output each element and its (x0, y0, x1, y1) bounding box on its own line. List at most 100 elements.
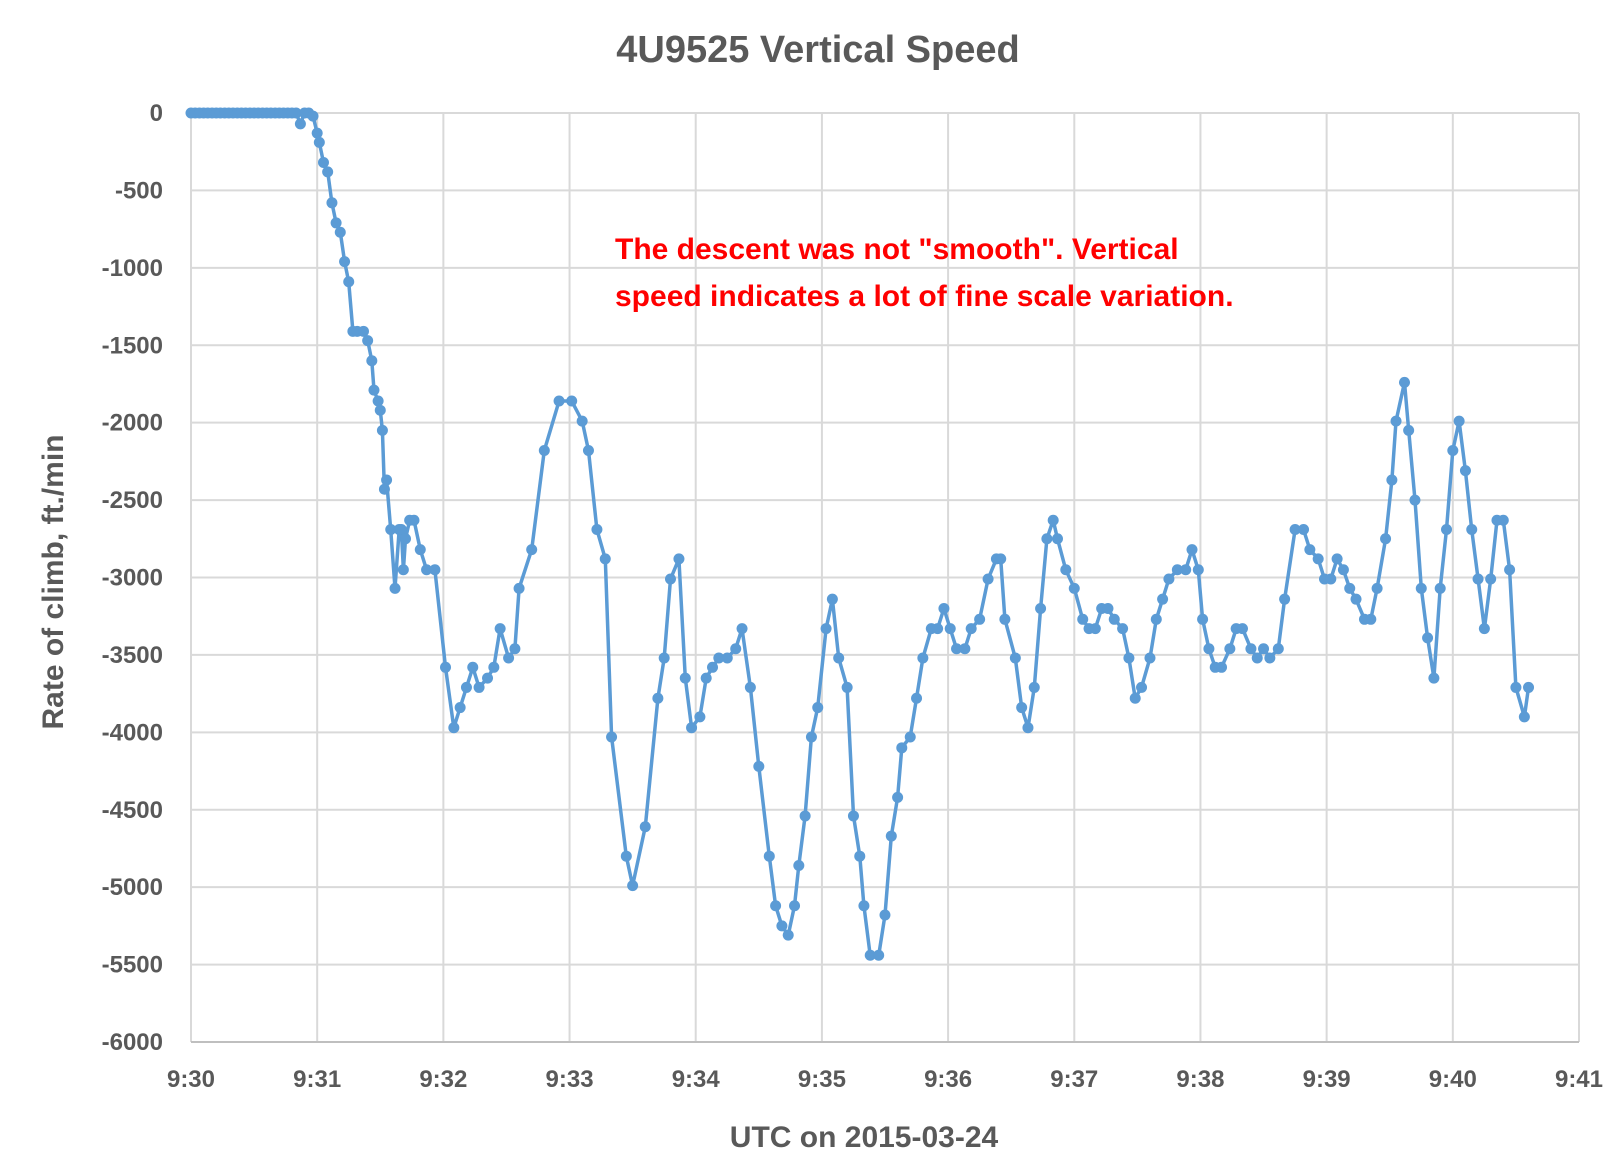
data-point (713, 652, 725, 664)
data-point (1350, 593, 1362, 605)
data-point (582, 445, 594, 457)
data-point (1398, 376, 1410, 388)
data-point (1258, 643, 1270, 655)
data-point (1447, 445, 1459, 457)
data-point (1129, 692, 1141, 704)
data-point (1415, 582, 1427, 594)
data-point (1251, 652, 1263, 664)
data-point (841, 681, 853, 693)
data-point (1289, 524, 1301, 536)
data-point (322, 166, 334, 178)
data-point (639, 821, 651, 833)
data-point (1051, 533, 1063, 545)
data-point (1236, 623, 1248, 635)
data-point (1518, 711, 1530, 723)
data-series (185, 107, 1535, 961)
tick-labels: 0 -500 -1000 -1500 -2000 -2500 -3000 -3500 -4000… (102, 100, 1603, 1093)
data-point (1325, 573, 1337, 585)
data-point (1380, 533, 1392, 545)
data-point (1216, 661, 1228, 673)
data-point (1117, 623, 1129, 635)
data-point (721, 652, 733, 664)
data-point (494, 623, 506, 635)
data-point (1422, 632, 1434, 644)
data-point (858, 900, 870, 912)
data-point (330, 217, 342, 229)
x-tick-label: 9:32 (419, 1066, 467, 1093)
data-point (892, 791, 904, 803)
data-point (995, 553, 1007, 565)
data-point (526, 544, 538, 556)
data-point (1298, 524, 1310, 536)
data-point (538, 445, 550, 457)
data-point (1428, 672, 1440, 684)
data-point (378, 483, 390, 495)
data-point (820, 623, 832, 635)
data-point (326, 197, 338, 209)
data-point (782, 929, 794, 941)
y-tick-label: -4000 (102, 719, 163, 746)
data-point (1089, 623, 1101, 635)
data-point (317, 157, 329, 169)
data-point (1102, 602, 1114, 614)
data-point (1192, 564, 1204, 576)
data-point (833, 652, 845, 664)
data-point (652, 692, 664, 704)
annotation-line-2: speed indicates a lot of fine scale vari… (615, 280, 1234, 313)
data-point (1304, 544, 1316, 556)
data-point (847, 810, 859, 822)
data-point (1390, 415, 1402, 427)
x-tick-label: 9:38 (1176, 1066, 1224, 1093)
annotation-line-1: The descent was not "smooth". Vertical (615, 233, 1179, 266)
data-point (1041, 533, 1053, 545)
data-point (911, 692, 923, 704)
data-point (429, 564, 441, 576)
data-point (1144, 652, 1156, 664)
data-point (885, 830, 897, 842)
data-point (1163, 573, 1175, 585)
data-point (414, 544, 426, 556)
data-point (1157, 593, 1169, 605)
data-point (553, 395, 565, 407)
data-point (440, 661, 452, 673)
x-tick-label: 9:34 (672, 1066, 721, 1093)
data-point (1077, 613, 1089, 625)
data-point (974, 613, 986, 625)
data-point (482, 672, 494, 684)
data-point (1441, 524, 1453, 536)
data-point (965, 623, 977, 635)
data-point (1009, 652, 1021, 664)
data-point (686, 722, 698, 734)
data-point (1337, 564, 1349, 576)
data-point (1504, 564, 1516, 576)
data-point (1108, 613, 1120, 625)
data-point (395, 524, 407, 536)
data-point (1485, 573, 1497, 585)
data-point (904, 731, 916, 743)
y-tick-label: -1000 (102, 255, 163, 282)
data-point (694, 711, 706, 723)
data-point (1409, 494, 1421, 506)
data-point (1060, 564, 1072, 576)
data-point (1171, 564, 1183, 576)
data-point (805, 731, 817, 743)
x-tick-label: 9:30 (167, 1066, 215, 1093)
data-point (1344, 582, 1356, 594)
y-axis-label: Rate of climb, ft./min (37, 434, 70, 729)
data-point (932, 623, 944, 635)
data-point (374, 404, 386, 416)
data-point (473, 681, 485, 693)
data-point (1028, 681, 1040, 693)
y-tick-label: -5500 (102, 952, 163, 979)
data-point (1279, 593, 1291, 605)
data-point (397, 564, 409, 576)
y-tick-label: -500 (115, 177, 163, 204)
data-point (1466, 524, 1478, 536)
data-point (982, 573, 994, 585)
data-point (873, 949, 885, 961)
data-point (1434, 582, 1446, 594)
data-point (1365, 613, 1377, 625)
data-point (1123, 652, 1135, 664)
data-point (1510, 681, 1522, 693)
